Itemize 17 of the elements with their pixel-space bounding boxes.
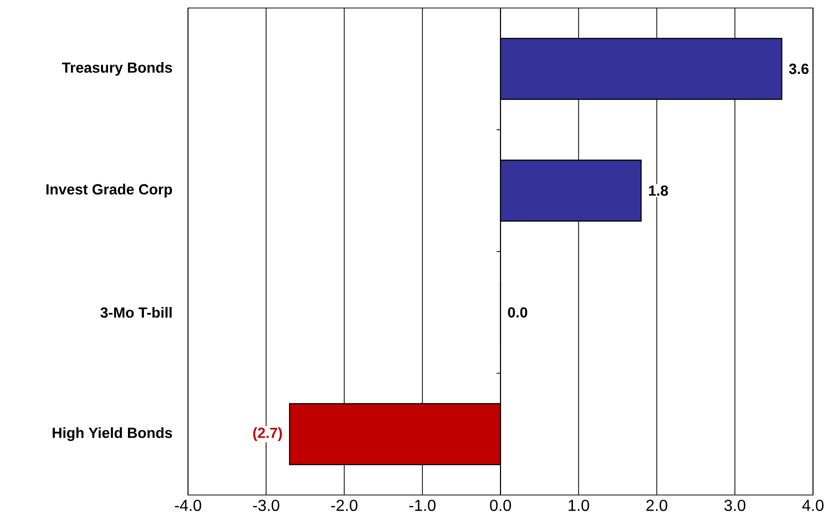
x-tick-label: 3.0	[724, 500, 746, 512]
x-tick-label: 2.0	[646, 500, 668, 512]
x-tick-label: -2.0	[331, 500, 358, 512]
data-label: 1.8	[648, 185, 668, 196]
y-tick-label: 3-Mo T-bill	[100, 306, 172, 318]
data-label: (2.7)	[253, 427, 282, 441]
y-tick-label: Treasury Bonds	[62, 62, 172, 76]
x-tick-label: 0.0	[490, 500, 512, 512]
x-tick-label: -3.0	[253, 500, 280, 512]
x-tick-label: 4.0	[802, 500, 824, 512]
x-tick-label: -1.0	[409, 500, 436, 512]
y-tick-label: Invest Grade Corp	[46, 184, 172, 198]
data-label: 0.0	[508, 307, 528, 318]
x-tick-label: 1.0	[568, 500, 590, 512]
x-tick-label: -4.0	[174, 500, 202, 512]
y-tick-label: High Yield Bonds	[52, 427, 172, 441]
data-label: 3.6	[789, 64, 809, 74]
